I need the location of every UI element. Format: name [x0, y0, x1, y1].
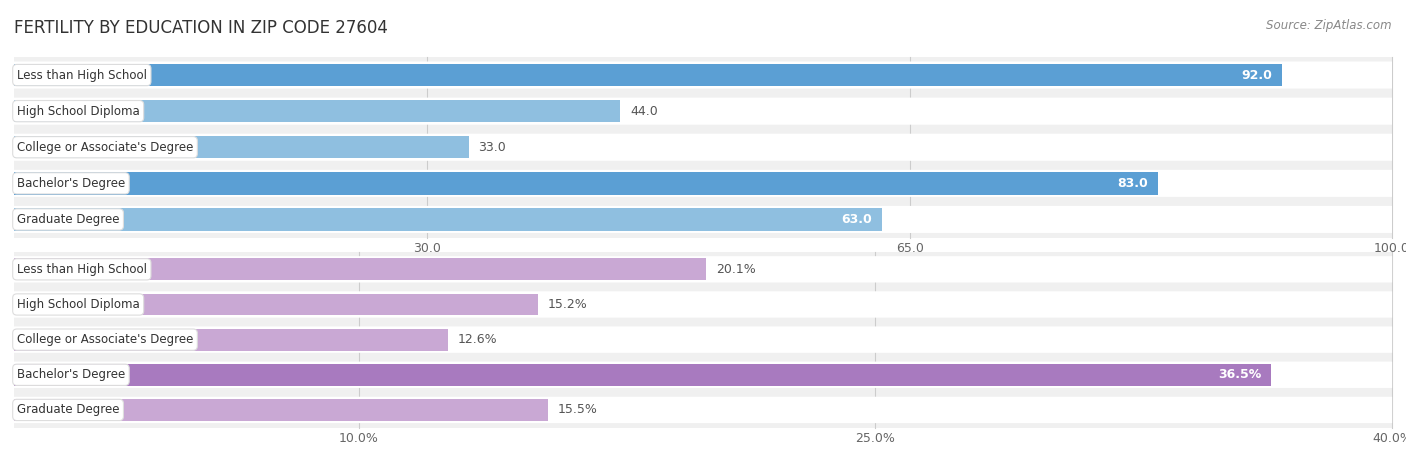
Text: High School Diploma: High School Diploma	[17, 298, 139, 311]
Bar	[14, 364, 1271, 386]
Text: Graduate Degree: Graduate Degree	[17, 213, 120, 226]
FancyBboxPatch shape	[14, 397, 1392, 423]
Bar	[14, 208, 882, 231]
Text: Less than High School: Less than High School	[17, 68, 146, 82]
FancyBboxPatch shape	[14, 326, 1392, 353]
FancyBboxPatch shape	[14, 61, 1392, 88]
Text: 44.0: 44.0	[630, 104, 658, 118]
FancyBboxPatch shape	[14, 206, 1392, 233]
Text: 20.1%: 20.1%	[716, 263, 756, 276]
Text: College or Associate's Degree: College or Associate's Degree	[17, 141, 193, 154]
Text: Source: ZipAtlas.com: Source: ZipAtlas.com	[1267, 19, 1392, 32]
Text: 92.0: 92.0	[1241, 68, 1272, 82]
Text: FERTILITY BY EDUCATION IN ZIP CODE 27604: FERTILITY BY EDUCATION IN ZIP CODE 27604	[14, 19, 388, 37]
Bar	[14, 100, 620, 123]
FancyBboxPatch shape	[14, 134, 1392, 161]
Text: Graduate Degree: Graduate Degree	[17, 403, 120, 417]
FancyBboxPatch shape	[14, 170, 1392, 197]
Bar	[14, 172, 1157, 195]
Text: Less than High School: Less than High School	[17, 263, 146, 276]
Bar	[14, 258, 706, 280]
Text: 15.2%: 15.2%	[547, 298, 588, 311]
FancyBboxPatch shape	[14, 291, 1392, 318]
Text: Bachelor's Degree: Bachelor's Degree	[17, 177, 125, 190]
Text: 33.0: 33.0	[478, 141, 506, 154]
Text: College or Associate's Degree: College or Associate's Degree	[17, 333, 193, 346]
Bar	[14, 136, 468, 159]
FancyBboxPatch shape	[14, 256, 1392, 283]
Bar	[14, 64, 1282, 86]
FancyBboxPatch shape	[14, 361, 1392, 388]
FancyBboxPatch shape	[14, 97, 1392, 125]
Text: 83.0: 83.0	[1118, 177, 1149, 190]
Text: High School Diploma: High School Diploma	[17, 104, 139, 118]
Text: 12.6%: 12.6%	[458, 333, 498, 346]
Text: 15.5%: 15.5%	[558, 403, 598, 417]
Bar	[14, 294, 537, 315]
Text: 63.0: 63.0	[842, 213, 873, 226]
Text: 36.5%: 36.5%	[1219, 368, 1261, 381]
Bar	[14, 329, 449, 351]
Bar	[14, 399, 548, 421]
Text: Bachelor's Degree: Bachelor's Degree	[17, 368, 125, 381]
